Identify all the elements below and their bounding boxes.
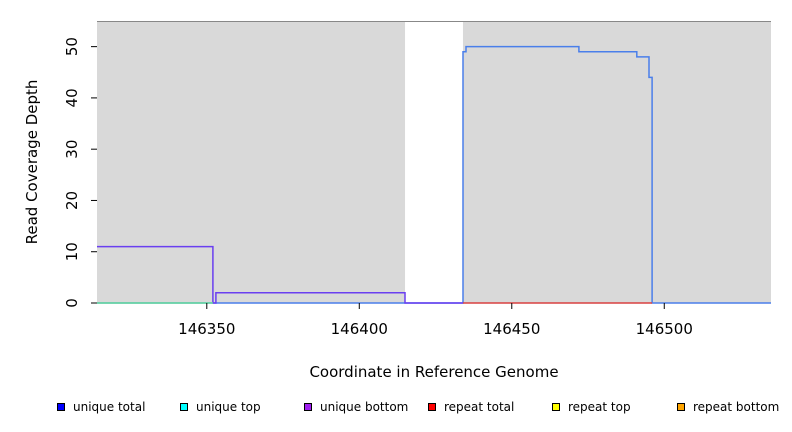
legend-swatch: [57, 403, 65, 411]
legend-item: repeat total: [428, 400, 514, 414]
gap-region-0: [405, 21, 463, 303]
x-tick-label: 146400: [331, 320, 388, 338]
legend-item: unique top: [180, 400, 261, 414]
y-tick-label: 10: [63, 242, 81, 261]
x-axis-title: Coordinate in Reference Genome: [309, 363, 558, 381]
legend-label: unique top: [196, 400, 261, 414]
legend-label: repeat bottom: [693, 400, 780, 414]
y-tick-label: 40: [63, 88, 81, 107]
plot-area: [97, 21, 771, 303]
legend-item: repeat top: [552, 400, 631, 414]
legend-label: unique bottom: [320, 400, 409, 414]
y-tick-label: 30: [63, 140, 81, 159]
axes: 146350 146400 146450 146500 0 10 20 30 40 50: [63, 37, 693, 338]
legend-swatch: [677, 403, 685, 411]
coverage-chart: 146350 146400 146450 146500 0 10 20 30 40 50 Coor…: [23, 21, 771, 381]
y-tick-label: 20: [63, 191, 81, 210]
legend-label: unique total: [73, 400, 146, 414]
legend-label: repeat total: [444, 400, 515, 414]
legend-swatch: [180, 403, 188, 411]
legend-swatch: [552, 403, 560, 411]
legend-item: repeat bottom: [677, 400, 779, 414]
x-tick-label: 146500: [636, 320, 693, 338]
x-tick-label: 146450: [483, 320, 540, 338]
y-tick-label: 0: [63, 298, 81, 308]
series-line-unique-total: [97, 45, 771, 304]
series-line-unique-bottom: [97, 245, 463, 304]
y-axis-title: Read Coverage Depth: [23, 80, 41, 245]
legend-swatch: [428, 403, 436, 411]
series-layer: [97, 45, 771, 304]
x-tick-label: 146350: [178, 320, 235, 338]
legend-swatch: [304, 403, 312, 411]
legend-label: repeat top: [568, 400, 631, 414]
y-tick-label: 50: [63, 37, 81, 56]
legend-item: unique total: [57, 400, 145, 414]
legend-item: unique bottom: [304, 400, 408, 414]
legend: unique total unique top unique bottom repea…: [0, 400, 792, 418]
